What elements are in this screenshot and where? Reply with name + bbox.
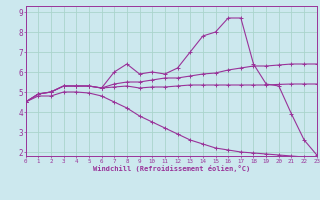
X-axis label: Windchill (Refroidissement éolien,°C): Windchill (Refroidissement éolien,°C)	[92, 165, 250, 172]
